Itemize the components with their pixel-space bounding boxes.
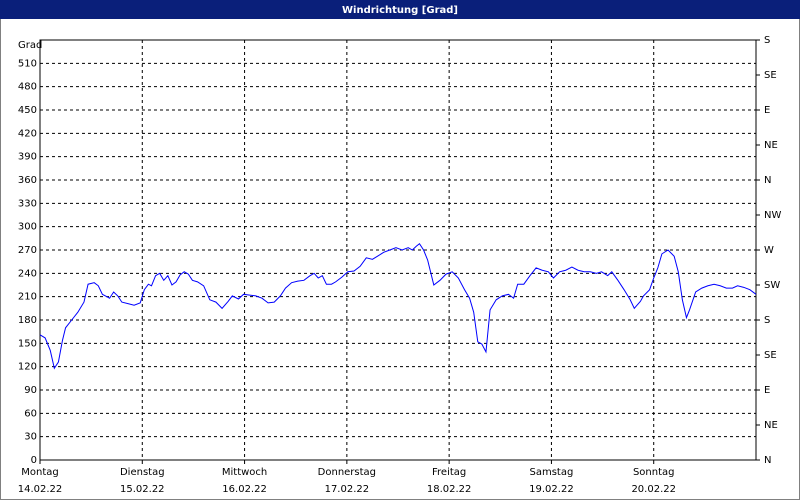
- y-tick-label: 30: [24, 432, 37, 443]
- x-tick-label: Freitag: [432, 467, 466, 478]
- x-tick-date: 17.02.22: [325, 484, 370, 495]
- y2-tick-label: NW: [764, 210, 781, 221]
- y-tick-label: 150: [18, 338, 37, 349]
- y2-tick-label: W: [764, 245, 774, 256]
- y-tick-label: 270: [18, 245, 37, 256]
- x-tick-date: 16.02.22: [222, 484, 267, 495]
- y2-tick-label: NE: [764, 420, 778, 431]
- y-tick-label: 240: [18, 268, 37, 279]
- y-tick-label: 420: [18, 128, 37, 139]
- title-bar: [0, 0, 800, 19]
- data-line: [39, 243, 757, 370]
- x-tick-label: Montag: [21, 467, 58, 478]
- y-tick-label: 510: [18, 58, 37, 69]
- x-tick-label: Sonntag: [633, 467, 675, 478]
- y-axis-label: Grad: [18, 40, 42, 51]
- chart-title: Windrichtung [Grad]: [342, 5, 458, 16]
- x-tick-label: Mittwoch: [222, 467, 267, 478]
- y-tick-label: 330: [18, 198, 37, 209]
- y2-tick-label: S: [764, 35, 770, 46]
- y2-tick-label: NE: [764, 140, 778, 151]
- y-tick-label: 390: [18, 152, 37, 163]
- x-tick-label: Donnerstag: [318, 467, 376, 478]
- y-tick-label: 60: [24, 408, 37, 419]
- y2-tick-label: E: [764, 105, 770, 116]
- y-tick-label: 90: [24, 385, 37, 396]
- x-tick-date: 19.02.22: [529, 484, 574, 495]
- y-tick-label: 0: [31, 455, 37, 466]
- y2-tick-label: N: [764, 175, 771, 186]
- x-tick-date: 14.02.22: [18, 484, 63, 495]
- y-tick-label: 120: [18, 362, 37, 373]
- plot-frame: [39, 39, 757, 461]
- y2-tick-label: SW: [764, 280, 780, 291]
- x-tick-date: 20.02.22: [631, 484, 676, 495]
- x-tick-label: Dienstag: [120, 467, 165, 478]
- y2-tick-label: S: [764, 315, 770, 326]
- y-tick-label: 300: [18, 222, 37, 233]
- y2-tick-label: SE: [764, 70, 777, 81]
- y-tick-label: 210: [18, 292, 37, 303]
- y-tick-label: 180: [18, 315, 37, 326]
- y-tick-label: 450: [18, 105, 37, 116]
- y-tick-label: 360: [18, 175, 37, 186]
- y2-tick-label: E: [764, 385, 770, 396]
- x-tick-date: 18.02.22: [427, 484, 472, 495]
- x-tick-label: Samstag: [530, 467, 574, 478]
- y-tick-label: 480: [18, 82, 37, 93]
- y2-tick-label: N: [764, 455, 771, 466]
- y2-tick-label: SE: [764, 350, 777, 361]
- x-tick-date: 15.02.22: [120, 484, 165, 495]
